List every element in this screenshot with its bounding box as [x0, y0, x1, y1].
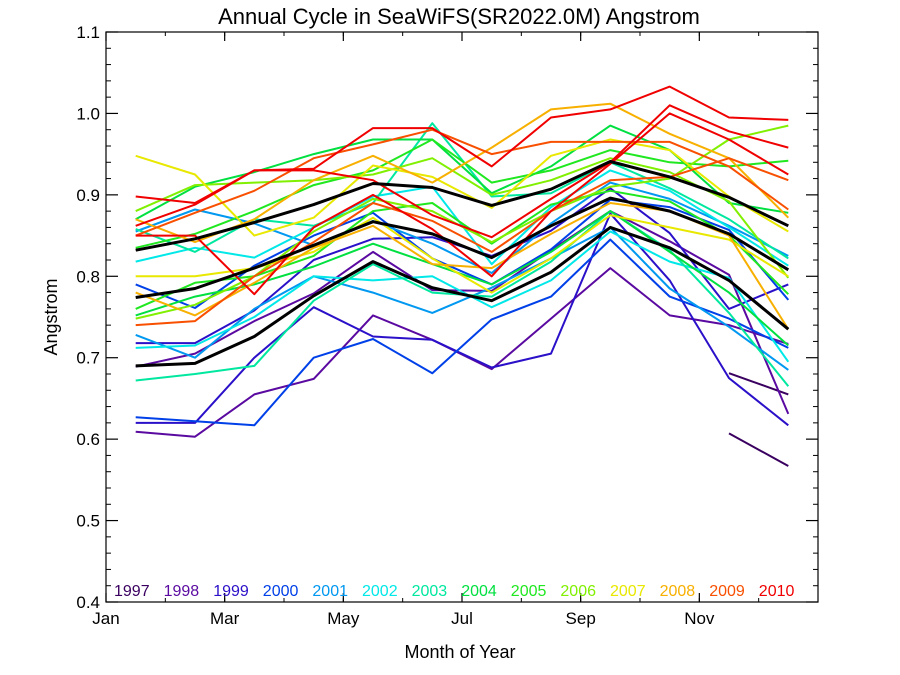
legend-item-1998: 1998: [164, 583, 200, 600]
series-line-mean-29: [135, 160, 789, 252]
series-line-mean-31: [135, 225, 790, 368]
legend-item-2001: 2001: [312, 583, 348, 600]
series-line-2006-19: [135, 157, 790, 279]
legend-item-2004: 2004: [461, 583, 497, 600]
series-line-2001-9: [135, 181, 789, 274]
series-line-2000-6: [135, 238, 789, 427]
y-tick-label-3: 0.7: [76, 349, 100, 368]
y-tick-label-0: 0.4: [76, 593, 100, 612]
series-line-2005-17: [135, 138, 789, 249]
series-line-2010-27: [135, 112, 789, 296]
legend-item-1997: 1997: [114, 583, 150, 600]
legend: 1997 1998 1999 2000 2001 2002 2003 2004 2005 2006…: [114, 583, 794, 600]
y-tick-label-4: 0.8: [76, 267, 100, 286]
series-line-1998-3: [135, 210, 790, 415]
series-layer: [135, 85, 790, 467]
legend-item-1999: 1999: [213, 583, 249, 600]
series-line-1997-0: [728, 432, 789, 467]
series-line-2004-15: [135, 124, 789, 221]
y-tick-label-5: 0.9: [76, 186, 100, 205]
series-line-1999-4: [135, 212, 789, 427]
series-line-2005-16: [135, 189, 790, 310]
x-tick-label-0: Jan: [92, 609, 119, 628]
chart-title: Annual Cycle in SeaWiFS(SR2022.0M) Angst…: [218, 4, 700, 29]
y-tick-label-1: 0.5: [76, 512, 100, 531]
y-tick-label-7: 1.1: [76, 23, 100, 42]
legend-item-2007: 2007: [610, 583, 646, 600]
legend-item-2006: 2006: [560, 583, 596, 600]
x-tick-label-4: Sep: [566, 609, 596, 628]
series-line-2008-22: [135, 102, 790, 244]
legend-item-2005: 2005: [511, 583, 547, 600]
x-tick-label-2: May: [327, 609, 360, 628]
y-axis-label: Angstrom: [41, 278, 61, 355]
x-tick-label-3: Jul: [451, 609, 473, 628]
legend-item-2002: 2002: [362, 583, 398, 600]
legend-item-2003: 2003: [412, 583, 448, 600]
x-axis-label: Month of Year: [404, 642, 515, 662]
plot-frame: [105, 31, 819, 603]
series-line-2010-28: [135, 104, 789, 239]
x-tick-label-5: Nov: [684, 609, 715, 628]
series-line-2003-13: [135, 122, 789, 260]
legend-item-2009: 2009: [709, 583, 745, 600]
legend-item-2010: 2010: [759, 583, 795, 600]
series-line-2007-20: [135, 138, 789, 237]
series-line-2004-14: [135, 210, 789, 347]
series-line-2007-21: [135, 214, 789, 294]
series-line-2009-25: [135, 128, 789, 237]
x-tick-label-1: Mar: [210, 609, 240, 628]
legend-item-2000: 2000: [263, 583, 299, 600]
y-tick-label-6: 1.0: [76, 104, 100, 123]
y-tick-label-2: 0.6: [76, 430, 100, 449]
series-line-mean-30: [135, 196, 790, 299]
series-line-2001-8: [135, 226, 789, 371]
series-line-2002-10: [135, 230, 790, 363]
ticks-layer: Jan Mar May Jul Sep Nov 0.4 0.5 0.6 0.7 0.8 0.9 1.0 1…: [76, 23, 819, 628]
legend-item-2008: 2008: [660, 583, 696, 600]
